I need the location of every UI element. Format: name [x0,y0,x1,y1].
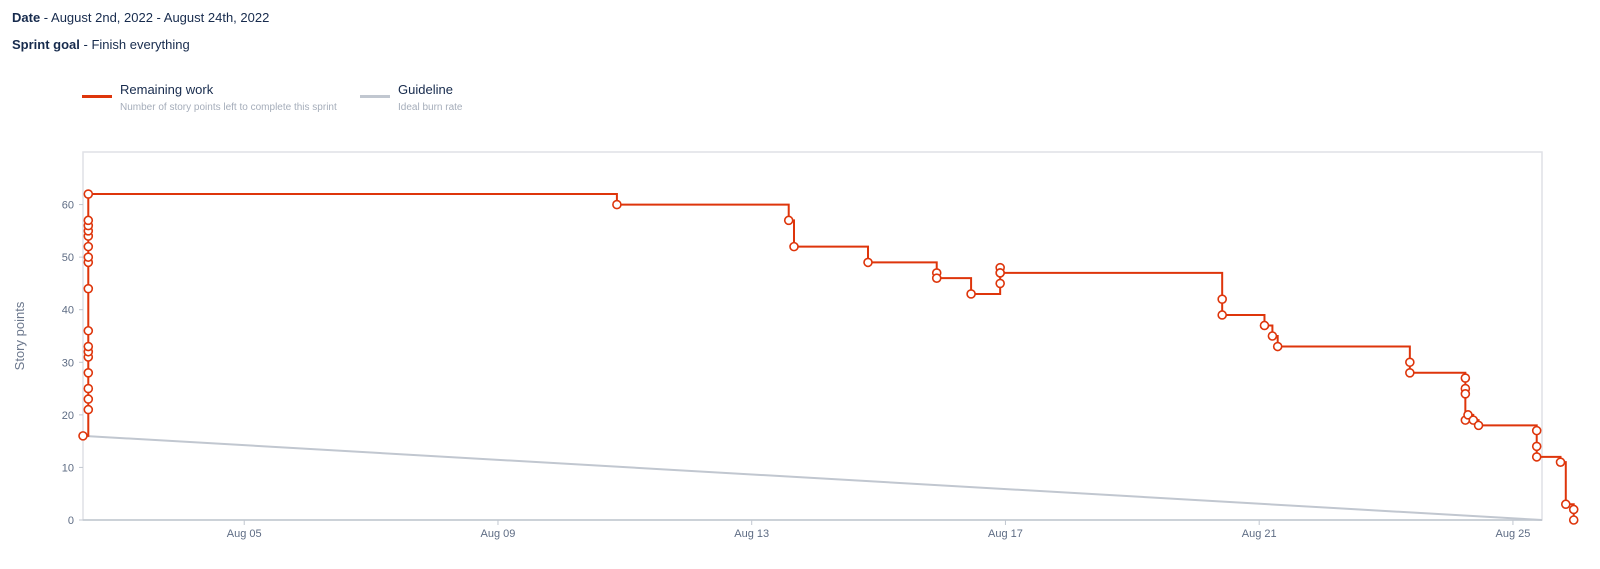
remaining-work-swatch [82,95,112,98]
remaining-work-point [83,394,94,404]
y-tick-label: 30 [62,357,74,369]
plot-frame [82,151,1543,521]
remaining-work-point [83,383,94,394]
date-separator: - [40,10,52,25]
remaining-work-point [1531,441,1542,452]
remaining-work-line [83,193,1575,520]
remaining-work-point [1405,357,1415,368]
remaining-work-point [1217,294,1227,305]
remaining-work-point [83,367,94,378]
x-tick-label: Aug 09 [481,528,516,540]
guideline-line [82,434,1543,521]
guideline-swatch [360,95,390,98]
remaining-work-point [1560,499,1571,510]
y-tick-label: 60 [62,200,74,212]
x-tick-label: Aug 17 [988,528,1023,540]
y-tick-label: 10 [62,462,74,474]
remaining-work-point [1259,320,1270,331]
remaining-work-point [83,215,94,226]
y-tick-label: 40 [62,305,74,317]
legend-remaining-title: Remaining work [120,82,214,97]
x-tick-label: Aug 25 [1495,528,1530,540]
remaining-work-point [1460,373,1471,383]
y-tick-label: 20 [62,410,74,422]
remaining-work-point [1460,389,1471,399]
remaining-work-point [1568,515,1579,525]
remaining-work-point [1267,331,1278,341]
remaining-work-point [783,215,794,226]
x-tick-label: Aug 21 [1242,528,1277,540]
remaining-work-point [612,199,622,210]
remaining-work-point [1473,420,1484,431]
remaining-work-point [1531,452,1542,462]
legend-guideline-title: Guideline [398,82,453,97]
remaining-work-point [995,278,1005,289]
remaining-work-point [83,252,94,262]
goal-separator: - [79,37,92,52]
remaining-work-point [1568,504,1579,515]
remaining-work-point [83,404,94,415]
remaining-work-point [1531,425,1542,436]
sprint-date-line: Date - August 2nd, 2022 - August 24th, 2… [12,10,269,26]
remaining-work-point [863,257,873,268]
remaining-work-point [83,189,94,199]
date-label: Date [12,10,41,25]
remaining-work-point [1555,457,1566,467]
x-tick-label: Aug 13 [734,528,769,540]
remaining-work-point [83,325,94,336]
remaining-work-point [83,283,94,294]
remaining-work-point [1272,341,1283,352]
remaining-work-point [995,268,1005,278]
remaining-work-point [1405,367,1415,378]
x-tick-label: Aug 05 [227,528,262,540]
legend-guideline-description: Ideal burn rate [398,102,463,113]
remaining-work-point [966,289,976,299]
remaining-work-point [789,241,799,252]
y-axis-title: Story points [12,301,27,370]
sprint-goal-line: Sprint goal - Finish everything [12,37,190,53]
remaining-work-point [1217,310,1227,320]
y-tick-label: 50 [62,252,74,264]
date-value: August 2nd, 2022 - August 24th, 2022 [51,10,270,25]
y-tick-label: 0 [68,515,74,527]
remaining-work-point [931,273,942,283]
legend-remaining-description: Number of story points left to complete … [120,102,337,113]
goal-label: Sprint goal [12,37,80,52]
goal-value: Finish everything [91,37,190,52]
remaining-work-point [83,241,94,252]
remaining-work-point [83,341,94,352]
remaining-work-point [78,431,88,441]
